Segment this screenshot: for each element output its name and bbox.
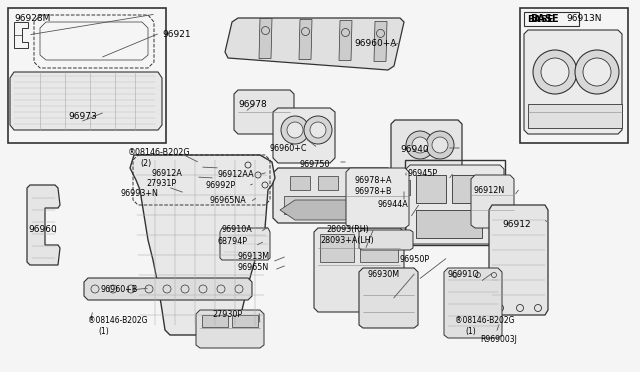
Polygon shape bbox=[489, 205, 548, 315]
Polygon shape bbox=[374, 21, 387, 61]
Polygon shape bbox=[391, 120, 462, 174]
Text: 96992P: 96992P bbox=[206, 181, 236, 190]
Text: 96913M: 96913M bbox=[237, 252, 269, 261]
Text: 68794P: 68794P bbox=[218, 237, 248, 246]
Text: 969750: 969750 bbox=[300, 160, 330, 169]
Bar bbox=[405, 160, 505, 245]
Text: 96940: 96940 bbox=[400, 145, 429, 154]
Polygon shape bbox=[359, 268, 418, 328]
Text: (1): (1) bbox=[98, 327, 109, 336]
Text: 96965N: 96965N bbox=[237, 263, 268, 272]
Bar bbox=[416, 175, 446, 203]
Text: 96910A: 96910A bbox=[222, 225, 253, 234]
Polygon shape bbox=[27, 185, 60, 265]
Bar bbox=[370, 176, 390, 190]
Text: 28093(RH): 28093(RH) bbox=[326, 225, 369, 234]
Bar bbox=[524, 12, 579, 26]
Text: 27931P: 27931P bbox=[146, 179, 176, 188]
Text: (2): (2) bbox=[140, 159, 151, 168]
Polygon shape bbox=[10, 72, 162, 130]
Polygon shape bbox=[524, 30, 622, 134]
Circle shape bbox=[575, 50, 619, 94]
Text: 96973: 96973 bbox=[68, 112, 97, 121]
Circle shape bbox=[304, 116, 332, 144]
Polygon shape bbox=[280, 200, 375, 220]
Bar bbox=[284, 196, 380, 214]
Polygon shape bbox=[225, 18, 404, 70]
Text: BASE: BASE bbox=[527, 15, 554, 23]
Bar bbox=[318, 176, 338, 190]
Text: 96921: 96921 bbox=[162, 30, 191, 39]
Text: 96912A: 96912A bbox=[152, 169, 183, 178]
Circle shape bbox=[541, 58, 569, 86]
Polygon shape bbox=[444, 268, 502, 338]
Bar bbox=[520, 8, 628, 143]
Polygon shape bbox=[359, 230, 413, 250]
Bar bbox=[452, 175, 482, 203]
Text: 96960+B: 96960+B bbox=[100, 285, 138, 294]
Polygon shape bbox=[234, 90, 294, 134]
Polygon shape bbox=[84, 278, 252, 300]
Polygon shape bbox=[314, 228, 404, 312]
Text: 96960: 96960 bbox=[28, 225, 57, 234]
Circle shape bbox=[533, 50, 577, 94]
Polygon shape bbox=[339, 20, 352, 61]
Text: 96913N: 96913N bbox=[566, 14, 602, 23]
Text: 96930M: 96930M bbox=[368, 270, 400, 279]
Bar bbox=[346, 176, 366, 190]
Bar bbox=[8, 8, 166, 143]
Text: 96960+A: 96960+A bbox=[354, 39, 396, 48]
Text: 28093+A(LH): 28093+A(LH) bbox=[320, 236, 374, 245]
Polygon shape bbox=[471, 175, 514, 228]
Text: BASE: BASE bbox=[530, 14, 559, 24]
Circle shape bbox=[583, 58, 611, 86]
Bar bbox=[232, 315, 258, 327]
Bar bbox=[416, 210, 482, 238]
Text: 96993+N: 96993+N bbox=[120, 189, 158, 198]
Text: 96991Q: 96991Q bbox=[448, 270, 480, 279]
Text: 96945P: 96945P bbox=[408, 169, 438, 178]
Bar bbox=[202, 315, 228, 327]
Polygon shape bbox=[273, 108, 335, 163]
Text: 96978+A: 96978+A bbox=[355, 176, 392, 185]
Text: ®08146-B202G: ®08146-B202G bbox=[455, 316, 515, 325]
Text: 96950P: 96950P bbox=[400, 255, 430, 264]
Text: ®08146-B202G: ®08146-B202G bbox=[128, 148, 191, 157]
Bar bbox=[290, 176, 310, 190]
Text: 96944A: 96944A bbox=[378, 200, 409, 209]
Text: 27930P: 27930P bbox=[212, 310, 242, 319]
Text: ®08146-B202G: ®08146-B202G bbox=[88, 316, 147, 325]
Polygon shape bbox=[406, 180, 410, 195]
Polygon shape bbox=[220, 228, 270, 260]
Polygon shape bbox=[196, 310, 264, 348]
Text: 96965NA: 96965NA bbox=[210, 196, 247, 205]
Circle shape bbox=[412, 137, 428, 153]
Circle shape bbox=[432, 137, 448, 153]
Circle shape bbox=[426, 131, 454, 159]
Text: (1): (1) bbox=[465, 327, 476, 336]
Text: 96912N: 96912N bbox=[474, 186, 505, 195]
Polygon shape bbox=[406, 165, 504, 244]
Text: R969003J: R969003J bbox=[480, 335, 517, 344]
Polygon shape bbox=[273, 168, 393, 223]
Polygon shape bbox=[259, 19, 272, 58]
Bar bbox=[360, 234, 398, 262]
Bar bbox=[528, 104, 622, 128]
Polygon shape bbox=[346, 168, 409, 228]
Circle shape bbox=[310, 122, 326, 138]
Circle shape bbox=[287, 122, 303, 138]
Polygon shape bbox=[130, 155, 275, 335]
Text: 96978+B: 96978+B bbox=[355, 187, 392, 196]
Text: 96912: 96912 bbox=[502, 220, 531, 229]
Text: 96912AA: 96912AA bbox=[218, 170, 255, 179]
Text: 96928M: 96928M bbox=[14, 14, 51, 23]
Bar bbox=[320, 234, 354, 262]
Text: 96960+C: 96960+C bbox=[270, 144, 307, 153]
Circle shape bbox=[406, 131, 434, 159]
Circle shape bbox=[281, 116, 309, 144]
Text: 96978: 96978 bbox=[238, 100, 267, 109]
Polygon shape bbox=[299, 20, 312, 60]
